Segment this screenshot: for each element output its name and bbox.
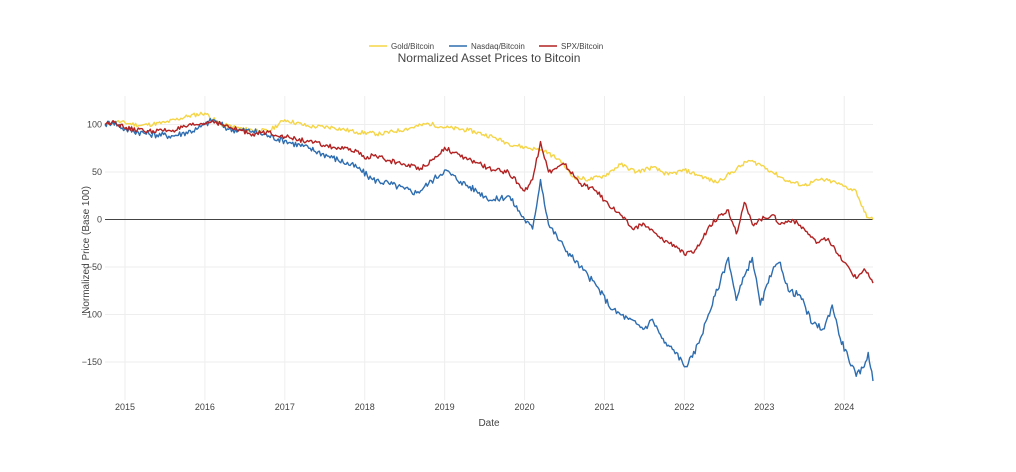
- y-tick-label: −100: [82, 310, 102, 320]
- x-tick-label: 2016: [195, 402, 215, 412]
- series-line-spx[interactable]: [104, 119, 874, 284]
- x-tick-label: 2021: [594, 402, 614, 412]
- x-tick-label: 2023: [754, 402, 774, 412]
- legend-label-gold: Gold/Bitcoin: [391, 42, 434, 51]
- x-tick-label: 2018: [355, 402, 375, 412]
- y-tick-label: 100: [87, 120, 102, 130]
- x-tick-label: 2024: [834, 402, 854, 412]
- y-tick-label: −50: [87, 262, 102, 272]
- legend-item-spx[interactable]: SPX/Bitcoin: [539, 42, 603, 51]
- y-tick-label: 50: [92, 167, 102, 177]
- x-tick-label: 2020: [515, 402, 535, 412]
- x-axis-title: Date: [478, 418, 500, 429]
- legend-item-gold[interactable]: Gold/Bitcoin: [369, 42, 434, 51]
- chart-title: Normalized Asset Prices to Bitcoin: [398, 51, 581, 65]
- series-line-gold[interactable]: [104, 111, 874, 220]
- series-line-nasdaq[interactable]: [104, 117, 874, 382]
- y-axis-title: Normalized Price (Base 100): [81, 186, 92, 314]
- x-tick-label: 2019: [435, 402, 455, 412]
- x-tick-label: 2022: [674, 402, 694, 412]
- x-tick-label: 2015: [115, 402, 135, 412]
- plot-area[interactable]: 2015 2016 2017 2018 2019 2020 2021 2022 2023 2024…: [82, 96, 874, 412]
- y-tick-label: 0: [97, 215, 102, 225]
- legend[interactable]: Gold/Bitcoin Nasdaq/Bitcoin SPX/Bitcoin: [369, 42, 603, 51]
- x-tick-label: 2017: [275, 402, 295, 412]
- legend-label-nasdaq: Nasdaq/Bitcoin: [471, 42, 525, 51]
- legend-label-spx: SPX/Bitcoin: [561, 42, 603, 51]
- legend-item-nasdaq[interactable]: Nasdaq/Bitcoin: [449, 42, 525, 51]
- y-tick-label: −150: [82, 357, 102, 367]
